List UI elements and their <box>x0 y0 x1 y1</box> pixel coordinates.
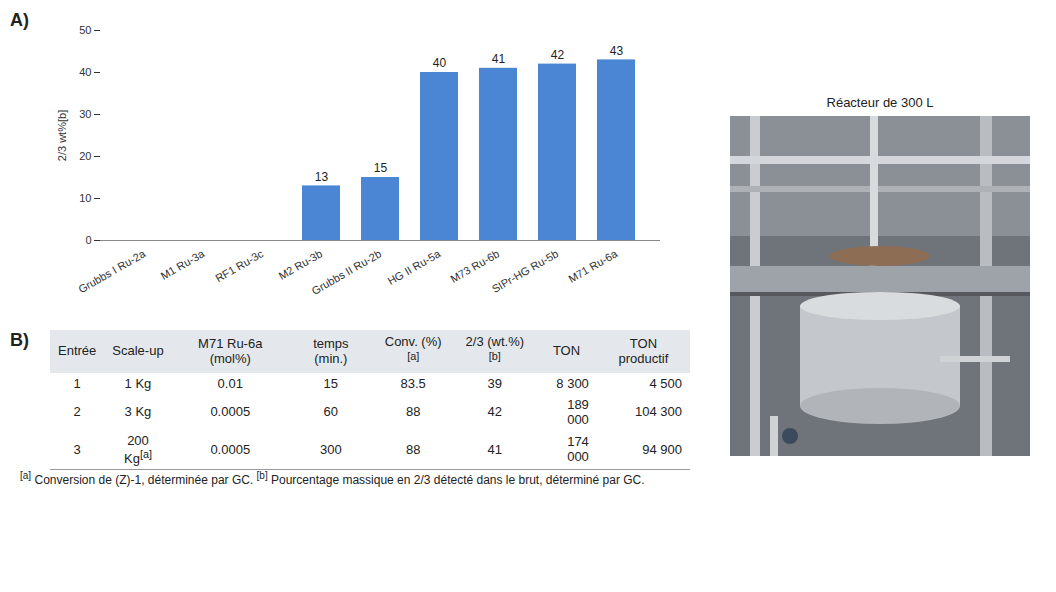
html-text:3: 3 <box>73 441 81 457</box>
svg-text:10: 10 <box>79 192 91 204</box>
svg-text:50: 50 <box>79 24 91 36</box>
svg-text:40: 40 <box>433 56 447 70</box>
html-text:1: 1 <box>73 375 81 391</box>
html-text:83.5: 83.5 <box>400 375 426 391</box>
html-text:200 Kg[a]: 200 Kg[a] <box>124 432 152 466</box>
html-text:8 300: 8 300 <box>556 375 589 391</box>
svg-text:2/3 wt%[b]: 2/3 wt%[b] <box>56 110 68 161</box>
svg-text:RF1 Ru-3c: RF1 Ru-3c <box>213 247 265 284</box>
html-text:temps (min.): temps (min.) <box>313 335 349 367</box>
svg-text:43: 43 <box>610 44 624 58</box>
svg-text:Grubbs II Ru-2b: Grubbs II Ru-2b <box>309 247 383 297</box>
svg-text:M1 Ru-3a: M1 Ru-3a <box>158 247 207 282</box>
svg-text:40: 40 <box>79 66 91 78</box>
svg-text:Grubbs I Ru-2a: Grubbs I Ru-2a <box>76 247 148 295</box>
html-text:A): A) <box>10 10 29 30</box>
html-text:2: 2 <box>73 404 81 419</box>
html-text:1 Kg: 1 Kg <box>124 375 152 391</box>
html-text:Entrée: Entrée <box>58 343 97 359</box>
svg-text:HG II Ru-5a: HG II Ru-5a <box>385 247 443 287</box>
html-text:104 300: 104 300 <box>635 404 682 419</box>
html-text:4 500: 4 500 <box>649 375 682 391</box>
html-text:[b]: [b] <box>488 349 501 362</box>
html-text:Réacteur de 300 L: Réacteur de 300 L <box>826 95 934 110</box>
html-text:2/3 (wt.%): 2/3 (wt.%) <box>465 334 525 349</box>
html-text:88: 88 <box>405 404 421 419</box>
html-text:3 Kg: 3 Kg <box>124 404 152 419</box>
svg-text:M73 Ru-6b: M73 Ru-6b <box>448 247 501 285</box>
html-text:94 900: 94 900 <box>642 441 682 457</box>
svg-text:30: 30 <box>79 108 91 120</box>
html-text:Conv. (%): Conv. (%) <box>384 334 442 349</box>
html-text:300: 300 <box>320 441 342 457</box>
html-text:39: 39 <box>487 375 503 391</box>
svg-text:41: 41 <box>492 52 506 66</box>
html-text:B): B) <box>10 330 29 350</box>
svg-text:42: 42 <box>551 48 565 62</box>
svg-text:M71 Ru-6a: M71 Ru-6a <box>566 247 620 285</box>
svg-text:M2 Ru-3b: M2 Ru-3b <box>276 247 324 282</box>
html-text:TON: TON <box>552 343 581 359</box>
svg-text:SIPr-HG Ru-5b: SIPr-HG Ru-5b <box>490 247 561 295</box>
svg-text:0: 0 <box>85 234 91 246</box>
html-text:42: 42 <box>487 404 503 419</box>
svg-text:15: 15 <box>374 161 388 175</box>
html-text:41: 41 <box>487 441 503 457</box>
html-text:189 000: 189 000 <box>567 396 589 427</box>
html-text:0.01: 0.01 <box>217 375 243 391</box>
html-text:TON productif: TON productif <box>618 335 669 367</box>
html-text:[a]: [a] <box>407 349 420 362</box>
html-text:60: 60 <box>323 404 339 419</box>
html-text:M71 Ru-6a (mol%): M71 Ru-6a (mol%) <box>198 335 263 367</box>
html-text:174 000: 174 000 <box>567 434 589 465</box>
html-text:88: 88 <box>405 441 421 457</box>
svg-text:13: 13 <box>315 170 329 184</box>
html-text:[a]Conversion de (Z)-1, déterm: [a]Conversion de (Z)-1, déterminée par G… <box>20 470 645 487</box>
html-text:0.0005: 0.0005 <box>210 441 251 457</box>
html-text:15: 15 <box>323 375 339 391</box>
html-text:Scale-up: Scale-up <box>112 343 164 359</box>
svg-text:20: 20 <box>79 150 91 162</box>
html-text:0.0005: 0.0005 <box>210 404 251 419</box>
